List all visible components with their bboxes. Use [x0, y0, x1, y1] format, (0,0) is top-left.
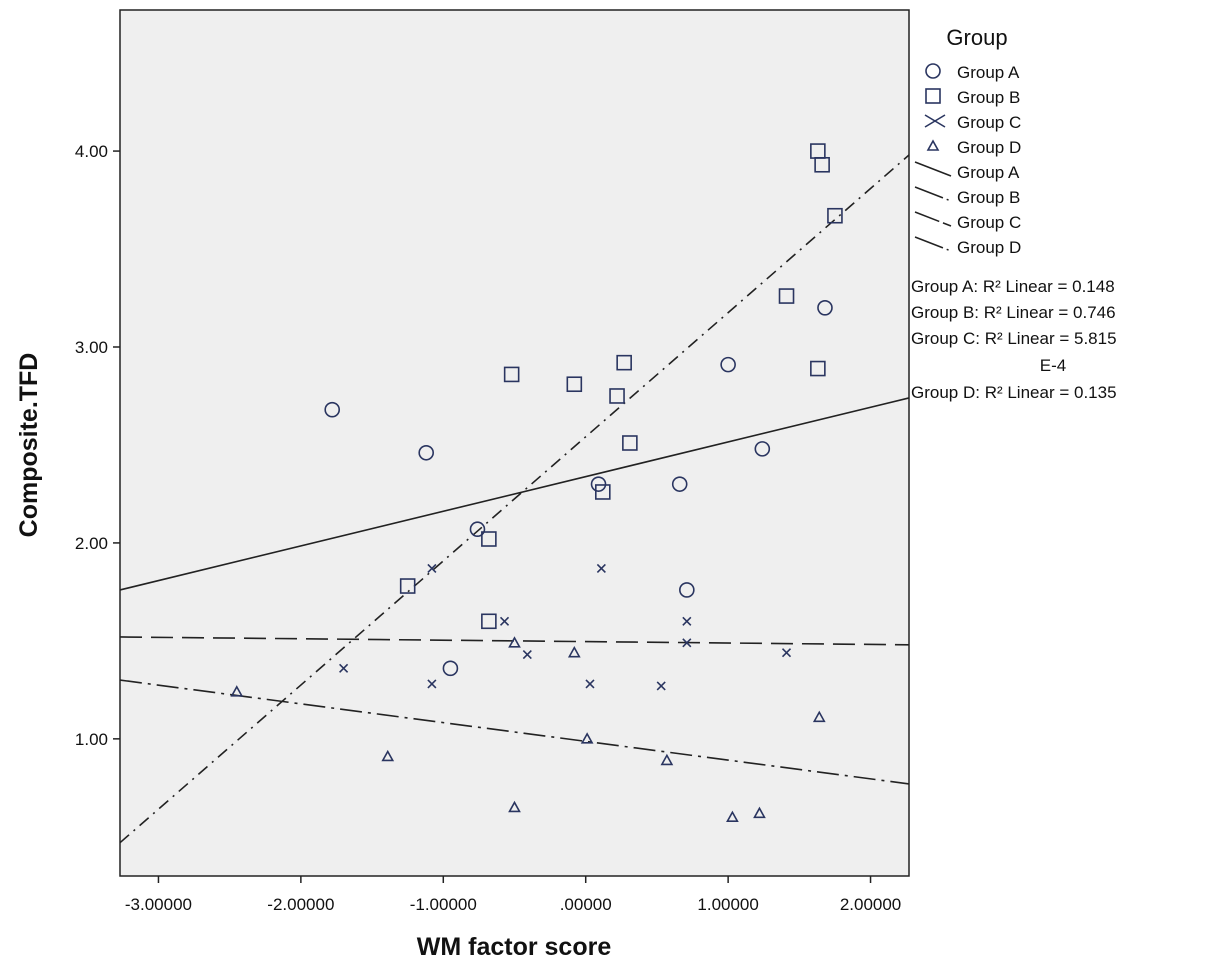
fit-line-group-b	[119, 154, 910, 844]
legend-line-label-group-c: Group C	[957, 213, 1021, 232]
legend-line-group-a	[914, 161, 952, 177]
legend-line-label-group-a: Group A	[957, 163, 1020, 182]
legend-label-group-d: Group D	[957, 138, 1021, 157]
data-points	[230, 143, 843, 823]
r2-label: Group C: R² Linear = 5.815	[911, 329, 1117, 348]
x-tick-label: -1.00000	[410, 895, 477, 914]
legend-marker-group-d	[926, 139, 940, 151]
point-group-b	[814, 156, 830, 173]
point-group-c	[522, 650, 532, 660]
point-group-a	[469, 521, 486, 538]
legend-line-label-group-b: Group B	[957, 188, 1020, 207]
point-group-d	[753, 806, 766, 819]
fit-lines	[119, 154, 910, 844]
point-group-d	[381, 749, 395, 762]
legend-marker-group-a	[925, 63, 941, 79]
r-squared-annotations: Group A: R² Linear = 0.148 Group B: R² Li…	[911, 277, 1117, 402]
legend-line-group-d	[914, 236, 952, 252]
point-group-b	[399, 578, 416, 594]
point-group-d	[508, 800, 521, 813]
point-group-b	[622, 435, 638, 451]
point-group-d	[508, 636, 521, 648]
point-group-b	[481, 531, 497, 547]
point-group-b	[609, 388, 625, 404]
r2-label: Group B: R² Linear = 0.746	[911, 303, 1116, 322]
point-group-a	[754, 441, 771, 457]
legend-label-group-c: Group C	[957, 113, 1021, 132]
x-tick-label: 2.00000	[840, 895, 901, 914]
y-tick-label: 1.00	[75, 730, 108, 749]
point-group-c	[656, 681, 666, 691]
point-group-d	[812, 710, 826, 723]
plot-area	[119, 9, 910, 877]
y-tick-label: 2.00	[75, 534, 108, 553]
point-group-c	[596, 563, 606, 573]
y-axis-title: Composite.TFD	[15, 353, 43, 538]
point-group-c	[682, 638, 692, 648]
point-group-b	[810, 360, 826, 377]
point-group-c	[427, 679, 437, 689]
legend-line-group-c	[914, 211, 952, 227]
point-group-d	[726, 810, 739, 823]
point-group-a	[590, 476, 607, 492]
point-group-a	[671, 476, 688, 492]
point-group-b	[594, 484, 611, 500]
point-group-a	[679, 582, 695, 598]
point-group-a	[324, 401, 341, 418]
legend-title: Group	[946, 25, 1007, 50]
y-tick-label: 3.00	[75, 338, 108, 357]
x-tick-label: -3.00000	[125, 895, 192, 914]
x-tick-label: 1.00000	[697, 895, 758, 914]
point-group-c	[781, 648, 792, 658]
y-axis: 1.00 2.00 3.00 4.00	[75, 142, 120, 749]
r2-label-continuation: E-4	[1040, 356, 1066, 375]
r2-label: Group D: R² Linear = 0.135	[911, 383, 1117, 402]
point-group-d	[230, 685, 244, 697]
point-group-a	[418, 444, 435, 461]
legend-marker-group-b	[925, 88, 941, 104]
x-tick-label: -2.00000	[267, 895, 334, 914]
point-group-c	[339, 663, 349, 673]
x-tick-label: .00000	[560, 895, 612, 914]
point-group-a	[720, 356, 736, 373]
point-group-b	[481, 613, 497, 630]
point-group-a	[442, 660, 459, 677]
legend-line-label-group-d: Group D	[957, 238, 1021, 257]
point-group-d	[660, 753, 674, 766]
point-group-c	[682, 616, 692, 626]
fit-line-group-c	[119, 636, 910, 646]
legend-line-group-b	[914, 186, 952, 202]
fit-line-group-d	[119, 679, 910, 785]
r2-label: Group A: R² Linear = 0.148	[911, 277, 1115, 296]
point-group-a	[817, 300, 833, 316]
point-group-b	[566, 376, 583, 393]
point-group-b	[503, 366, 520, 383]
point-group-d	[580, 732, 594, 744]
point-group-b	[778, 288, 795, 304]
point-group-d	[567, 645, 581, 658]
x-axis: -3.00000 -2.00000 -1.00000 .00000 1.00000 2.0…	[125, 876, 901, 914]
fit-line-group-a	[119, 397, 910, 591]
legend-label-group-a: Group A	[957, 63, 1020, 82]
point-group-b	[616, 354, 632, 371]
legend-label-group-b: Group B	[957, 88, 1020, 107]
legend-marker-group-c	[924, 114, 946, 128]
y-tick-label: 4.00	[75, 142, 108, 161]
point-group-c	[585, 679, 595, 689]
point-group-c	[427, 563, 437, 573]
point-group-c	[499, 616, 510, 626]
point-group-b	[827, 207, 843, 224]
x-axis-title: WM factor score	[417, 933, 612, 961]
legend: Group A Group B Group C Group D Group A Group…	[914, 63, 1021, 257]
